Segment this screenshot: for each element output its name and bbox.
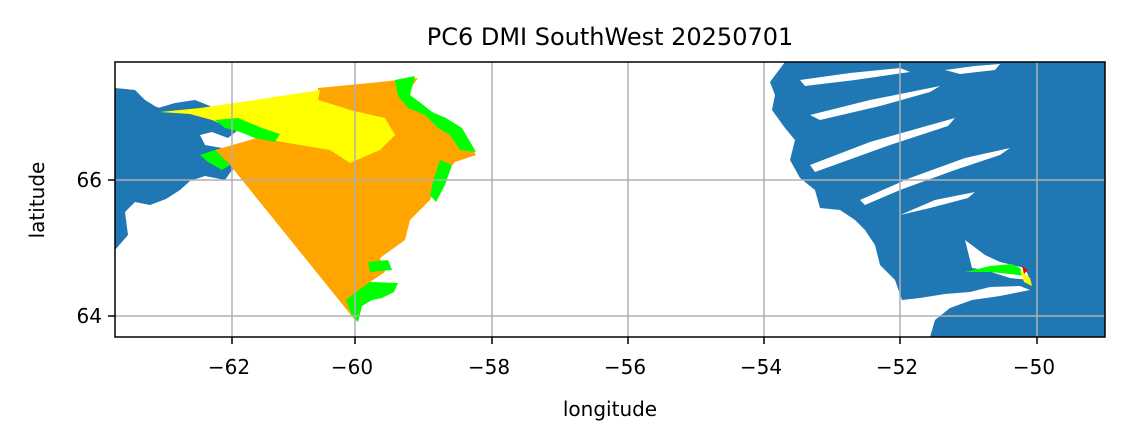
grid-lines	[115, 62, 1105, 337]
x-tick-label-minus62: −62	[208, 355, 250, 379]
ice-fjord-red	[1022, 266, 1028, 274]
ice-area-green-south-1	[368, 260, 392, 272]
ice-area-green-south-2	[346, 282, 398, 322]
axes-frame	[114, 61, 1106, 338]
y-ticks	[108, 179, 115, 317]
x-axis-label: longitude	[563, 397, 657, 421]
y-axis-label: latitude	[25, 162, 49, 239]
chart-title: PC6 DMI SouthWest 20250701	[427, 23, 794, 51]
x-tick-label-minus56: −56	[604, 355, 646, 379]
map-area	[115, 62, 1105, 337]
x-tick-label-minus52: −52	[876, 355, 918, 379]
fjord-3	[810, 118, 955, 172]
x-ticks	[231, 337, 1038, 344]
ice-fjord-yellow	[1020, 270, 1032, 286]
land-baffin-island	[115, 88, 255, 250]
ice-area-green-west	[200, 150, 230, 170]
land-baffin-peninsula	[115, 95, 170, 125]
fjord-2	[810, 86, 940, 120]
fjord-north	[800, 68, 910, 86]
ice-area-green-north	[395, 76, 476, 152]
y-tick-label-66: 66	[77, 168, 102, 192]
x-tick-label-minus50: −50	[1013, 355, 1055, 379]
y-tick-label-64: 64	[77, 304, 102, 328]
ice-area-green-coast	[430, 160, 452, 202]
x-tick-label-minus54: −54	[740, 355, 782, 379]
fjord-4	[860, 148, 1010, 205]
ice-fjord-green	[965, 264, 1025, 276]
fjord-5	[945, 64, 1000, 74]
ice-area-yellow	[160, 90, 395, 163]
fjord-6	[900, 192, 975, 215]
x-tick-label-minus60: −60	[331, 355, 373, 379]
x-tick-label-minus58: −58	[468, 355, 510, 379]
